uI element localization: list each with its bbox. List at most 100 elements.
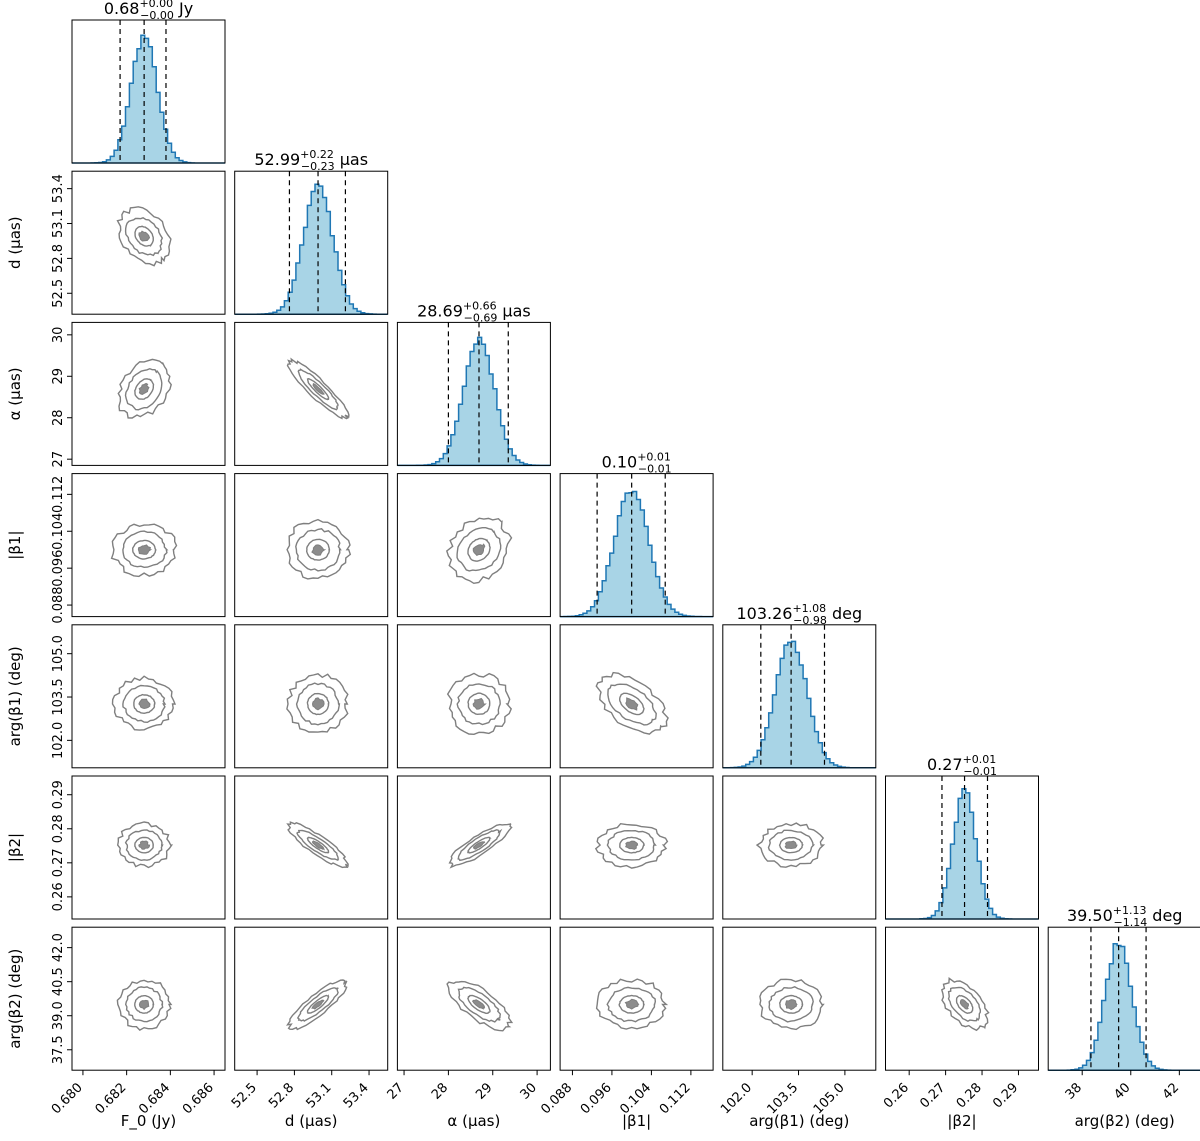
panel-frame	[71, 19, 226, 164]
hist-panel-F0: 0.68+0.00 −0.00 Jy	[71, 0, 226, 164]
x-axis-label-d: d (μas)	[285, 1112, 338, 1130]
contour-level-2	[607, 683, 657, 726]
contour-core	[785, 999, 798, 1011]
panel-frame	[234, 775, 389, 920]
panel-frame	[722, 775, 877, 920]
x-tick-label: 0.096	[578, 1080, 615, 1117]
y-tick-label: 0.112	[51, 476, 66, 513]
contour-core	[472, 697, 487, 710]
y-tick-label: 29	[51, 368, 66, 385]
contour-level-2	[457, 986, 502, 1023]
contour-level-3	[759, 978, 825, 1031]
contour-panel-beta1-beta2	[559, 775, 714, 920]
contour-level-2	[295, 528, 342, 572]
y-tick-label: 0.096	[51, 550, 66, 587]
panel-frame	[396, 473, 551, 618]
contour-panel-d-alpha	[234, 321, 389, 466]
contour-level-2	[124, 986, 164, 1023]
contour-level-3	[286, 518, 352, 580]
x-tick-label: 29	[473, 1080, 495, 1102]
panel-title-d: 52.99+0.22 −0.23 μas	[254, 148, 368, 173]
y-tick-label: 0.088	[51, 586, 66, 623]
y-axis-label-alpha: α (μas)	[6, 367, 24, 420]
panel-frame	[71, 775, 226, 920]
contour-panel-beta1-argbeta2: 0.088 0.096 0.104 0.112|β1|	[538, 926, 714, 1130]
panel-title-alpha: 28.69+0.66 −0.69 μas	[417, 299, 531, 324]
panel-frame	[396, 321, 551, 466]
panel-title-beta1: 0.10+0.01 −0.01	[602, 451, 672, 476]
panel-frame	[71, 473, 226, 618]
y-tick-label: 40.5	[51, 967, 66, 996]
contour-core	[625, 840, 639, 850]
contour-level-3	[448, 823, 513, 869]
contour-level-2	[296, 987, 339, 1022]
y-tick-label: 102.0	[51, 722, 66, 759]
contour-level-2	[767, 829, 816, 861]
contour-level-2	[124, 829, 164, 862]
panel-frame	[396, 775, 551, 920]
contour-level-1	[467, 994, 491, 1015]
contour-level-3	[110, 523, 178, 578]
y-tick-label: 53.4	[51, 174, 66, 203]
contour-core	[138, 382, 150, 395]
panel-frame	[885, 926, 1039, 1071]
contour-level-1	[306, 994, 330, 1015]
panel-title-argbeta1: 103.26+1.08 −0.98 deg	[736, 602, 862, 627]
contour-panel-F0-alpha: 27 28 29 30 α (μas)	[6, 321, 226, 467]
x-tick-label: 0.112	[657, 1080, 694, 1117]
y-tick-label: 39.0	[51, 1001, 66, 1030]
contour-core	[138, 698, 152, 710]
panel-frame	[234, 624, 389, 769]
panel-frame	[71, 926, 226, 1071]
contour-core	[138, 999, 150, 1011]
contour-level-3	[286, 673, 349, 733]
contour-level-1	[619, 836, 645, 854]
contour-core	[472, 841, 486, 850]
x-tick-label: 0.680	[49, 1080, 86, 1117]
contour-level-1	[133, 693, 156, 715]
panel-frame	[234, 321, 389, 466]
contour-panel-F0-d: 52.5 52.8 53.1 53.4 d (μas)	[6, 170, 226, 315]
hist-bars	[885, 788, 1039, 919]
contour-level-2	[456, 683, 501, 726]
contour-core	[138, 230, 151, 242]
contour-panel-beta2-argbeta2: 0.26 0.27 0.28 0.29 |β2|	[881, 926, 1039, 1130]
x-tick-label: 38	[1063, 1080, 1085, 1102]
contour-panel-alpha-beta1	[396, 473, 551, 618]
panel-frame	[234, 170, 389, 315]
panel-frame	[1047, 926, 1200, 1071]
y-axis-label-beta1: |β1|	[6, 530, 24, 559]
contour-panel-F0-beta2: 0.26 0.27 0.28 0.29 |β2|	[6, 775, 226, 920]
y-tick-label: 52.5	[51, 279, 66, 308]
contour-level-1	[618, 994, 645, 1014]
contour-level-1	[134, 995, 155, 1014]
contour-panel-alpha-argbeta2: 27 28 29 30 α (μas)	[385, 926, 551, 1130]
panel-frame	[722, 926, 877, 1071]
hist-bars	[1048, 943, 1200, 1071]
contour-level-2	[122, 530, 169, 569]
contour-core	[311, 840, 325, 851]
hist-panel-beta1: 0.10+0.01 −0.01	[559, 451, 714, 618]
y-tick-label: 42.0	[51, 933, 66, 962]
contour-level-3	[117, 358, 172, 419]
y-axis-label-argbeta2: arg(β2) (deg)	[6, 949, 24, 1049]
contour-panel-d-argbeta1	[234, 624, 389, 769]
panel-frame	[71, 170, 226, 315]
contour-level-2	[124, 367, 163, 411]
contour-level-1	[131, 539, 157, 560]
y-tick-label: 0.26	[51, 882, 66, 911]
contour-level-1	[778, 836, 804, 854]
panel-title-argbeta2: 39.50+1.13 −1.14 deg	[1067, 904, 1183, 929]
hist-panel-d: 52.99+0.22 −0.23 μas	[234, 148, 389, 315]
contour-level-3	[595, 978, 669, 1030]
y-axis-label-beta2: |β2|	[6, 833, 24, 862]
contour-level-3	[594, 822, 669, 869]
x-tick-label: 53.1	[303, 1080, 334, 1111]
y-tick-label: 28	[51, 409, 66, 426]
y-tick-label: 52.8	[51, 244, 66, 273]
panel-frame	[71, 321, 226, 466]
contour-level-3	[286, 821, 349, 869]
hist-panel-beta2: 0.27+0.01 −0.01	[885, 753, 1039, 920]
